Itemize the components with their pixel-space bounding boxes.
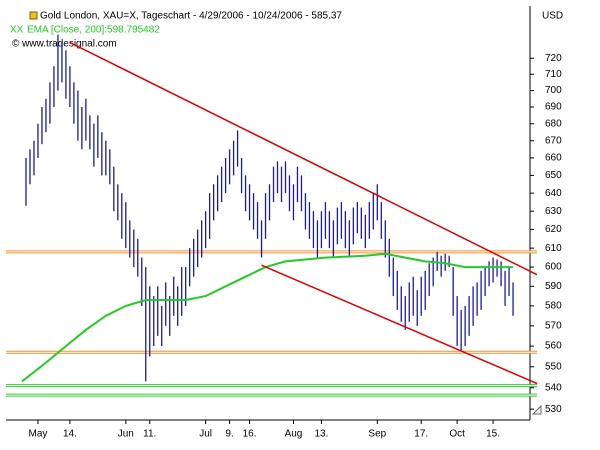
y-tick-label: 560 [545, 341, 562, 352]
x-tick-label: Oct [449, 429, 465, 440]
x-tick-label: 14. [63, 429, 77, 440]
credit: © www.tradesignal.com [12, 39, 117, 50]
y-tick-label: 600 [545, 262, 562, 273]
y-tick-label: 720 [545, 53, 562, 64]
x-tick-label: 9. [225, 429, 233, 440]
resize-icon [531, 404, 542, 415]
y-tick-label: 710 [545, 69, 562, 80]
y-tick-label: 630 [545, 206, 562, 217]
y-tick-label: 680 [545, 118, 562, 129]
chart-icon [29, 11, 38, 20]
trend-line [261, 264, 538, 385]
y-tick-label: 690 [545, 102, 562, 113]
x-tick-label: 16. [243, 429, 257, 440]
y-tick-label: 570 [545, 320, 562, 331]
chart-title: Gold London, XAU=X, Tageschart - 4/29/20… [40, 11, 342, 22]
x-tick-label: 17. [414, 429, 428, 440]
x-tick-label: 11. [143, 429, 156, 440]
y-tick-label: 620 [545, 224, 562, 235]
ema-line [21, 252, 513, 383]
y-tick-label: 640 [545, 188, 562, 199]
x-tick-label: Aug [285, 429, 303, 440]
x-tick-label: Sep [368, 429, 386, 440]
x-tick-label: 15. [486, 429, 500, 440]
y-unit: USD [542, 11, 563, 22]
y-tick-label: 660 [545, 153, 562, 164]
y-tick-label: 700 [545, 85, 562, 96]
legend-icon: XX [10, 25, 24, 36]
y-tick-label: 670 [545, 135, 562, 146]
y-tick-label: 610 [545, 243, 562, 254]
y-tick-label: 540 [545, 382, 562, 393]
x-tick-label: May [29, 429, 48, 440]
y-tick-label: 590 [545, 281, 562, 292]
x-tick-label: Jul [199, 429, 212, 440]
y-tick-label: 650 [545, 170, 562, 181]
y-tick-label: 530 [545, 404, 562, 415]
legend-entry: EMA [Close, 200]:598.795482 [27, 25, 160, 36]
trend-line [69, 41, 538, 276]
x-tick-label: 13. [314, 429, 328, 440]
y-tick-label: 580 [545, 301, 562, 312]
x-tick-label: Jun [118, 429, 134, 440]
y-tick-label: 550 [545, 361, 562, 372]
plot-area [6, 34, 538, 397]
